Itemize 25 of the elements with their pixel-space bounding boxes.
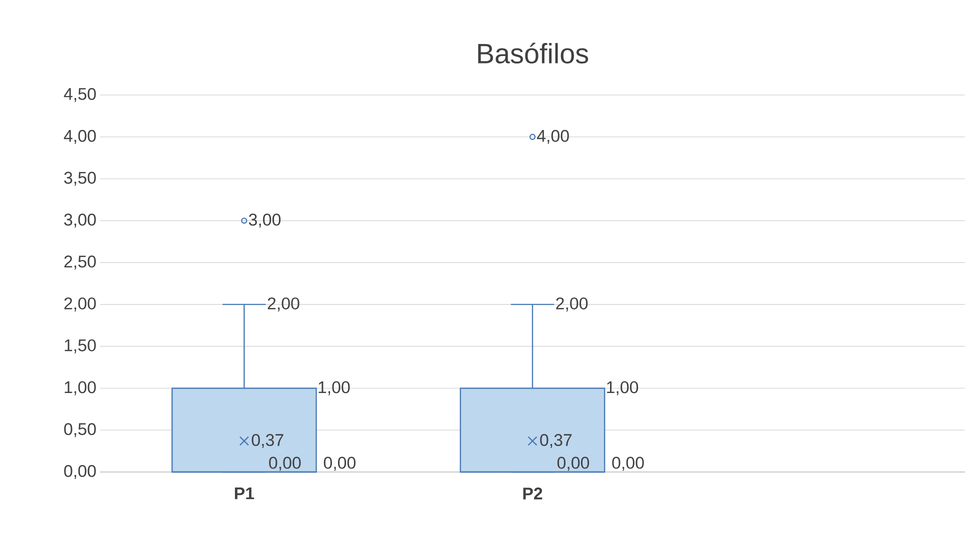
annotation: 0,37: [252, 434, 284, 448]
y-tick-label: 0,00: [64, 465, 96, 479]
y-tick-label: 3,50: [64, 172, 96, 186]
annotation: 1,00: [318, 381, 350, 396]
annotation: 2,00: [268, 297, 300, 312]
y-tick-label: 1,00: [64, 381, 96, 396]
annotation: 1,00: [607, 381, 638, 396]
y-tick-label: 2,50: [64, 256, 96, 270]
annotation: 0,00: [324, 456, 356, 471]
annotation: 0,37: [540, 434, 572, 448]
annotation: 2,00: [556, 297, 588, 312]
chart-title: Basófilos: [478, 42, 588, 64]
y-tick-label: 0,50: [64, 423, 96, 438]
x-tick-label: P2: [523, 488, 542, 500]
annotation: 0,00: [269, 456, 301, 471]
annotation: 0,00: [612, 456, 644, 471]
x-tick-label: P1: [234, 488, 254, 500]
annotation: 3,00: [248, 214, 281, 228]
y-tick-label: 1,50: [64, 339, 96, 354]
annotation: 4,00: [536, 130, 569, 144]
y-tick-label: 2,00: [64, 297, 96, 312]
y-tick-label: 3,00: [64, 214, 96, 228]
annotation: 0,00: [557, 456, 590, 471]
y-tick-label: 4,00: [64, 130, 96, 144]
y-tick-label: 4,50: [64, 88, 96, 102]
